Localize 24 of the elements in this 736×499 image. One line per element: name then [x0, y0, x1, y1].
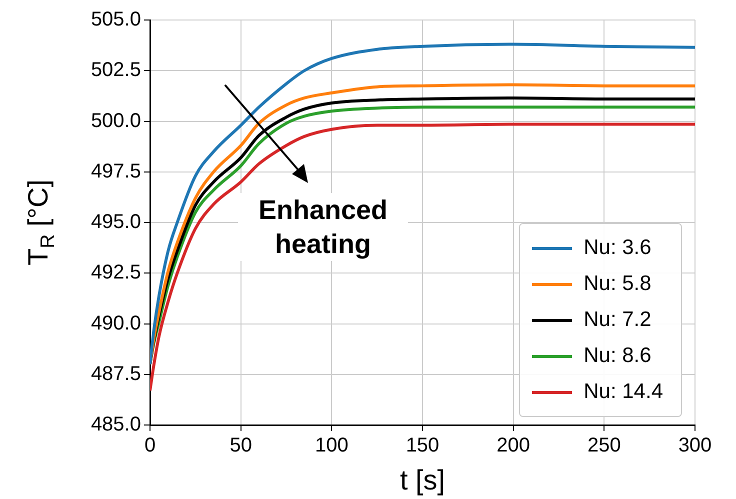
y-tick-label: 495.0	[90, 211, 141, 234]
y-tick-label: 505.0	[90, 8, 141, 31]
legend-label: Nu: 7.2	[584, 308, 652, 332]
legend-label: Nu: 3.6	[584, 236, 652, 260]
y-tick-label: 487.5	[90, 362, 141, 385]
y-tick-label: 497.5	[90, 160, 141, 182]
x-tick-label: 100	[314, 434, 348, 457]
y-axis-title: TR [°C]	[22, 179, 59, 266]
y-tick-label: 485.0	[90, 414, 141, 436]
y-tick-label: 502.5	[90, 59, 141, 82]
x-axis-title: t [s]	[400, 464, 446, 496]
y-tick-label: 492.5	[90, 262, 141, 284]
x-tick-label: 250	[587, 434, 621, 457]
x-tick-label: 0	[144, 434, 156, 457]
y-tick-label: 490.0	[90, 312, 141, 334]
x-tick-label: 200	[496, 434, 530, 457]
legend-label: Nu: 8.6	[584, 344, 652, 368]
y-tick-label: 500.0	[90, 110, 141, 132]
annotation: Enhanced heating	[238, 193, 408, 261]
x-tick-label: 150	[406, 434, 440, 457]
x-tick-label: 300	[678, 434, 712, 457]
legend-label: Nu: 14.4	[584, 380, 663, 404]
legend-label: Nu: 5.8	[584, 272, 652, 296]
x-tick-label: 50	[230, 434, 252, 457]
